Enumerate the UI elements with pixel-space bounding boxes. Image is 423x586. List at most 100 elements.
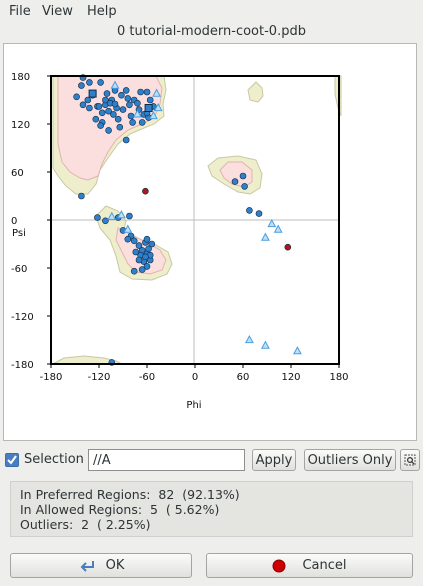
residue-point[interactable]: [97, 122, 104, 129]
residue-point[interactable]: [126, 101, 133, 109]
residue-point[interactable]: [130, 237, 138, 245]
selection-input[interactable]: [88, 449, 245, 471]
residue-point[interactable]: [102, 217, 109, 225]
residue-point[interactable]: [143, 263, 151, 270]
residue-point[interactable]: [126, 212, 133, 220]
glycine-point[interactable]: [260, 232, 270, 241]
residue-point[interactable]: [127, 112, 135, 120]
glycine-point[interactable]: [260, 340, 270, 349]
glycine-point[interactable]: [132, 109, 142, 118]
residue-point[interactable]: [105, 127, 112, 134]
glycine-point[interactable]: [123, 224, 133, 233]
residue-point[interactable]: [92, 115, 100, 123]
x-tick-label: 180: [329, 372, 348, 383]
glycine-point[interactable]: [110, 80, 120, 89]
residue-point[interactable]: [103, 90, 111, 97]
x-axis-label: Phi: [186, 400, 201, 411]
ok-button[interactable]: OK: [10, 553, 192, 578]
residue-point[interactable]: [119, 106, 127, 113]
cancel-label: Cancel: [302, 558, 347, 573]
residue-point[interactable]: [95, 103, 103, 110]
residue-point[interactable]: [114, 115, 122, 123]
residue-point[interactable]: [111, 100, 119, 108]
allowed-regions-stat: In Allowed Regions: 5 ( 5.62%): [20, 502, 220, 517]
glycine-point[interactable]: [273, 224, 283, 233]
residue-point[interactable]: [118, 91, 125, 99]
outlier-point[interactable]: [142, 187, 149, 195]
y-tick-label: 180: [11, 72, 30, 83]
selection-checkbox[interactable]: [5, 453, 19, 467]
return-arrow-icon: [80, 560, 94, 572]
apply-button[interactable]: Apply: [252, 449, 296, 471]
residue-point[interactable]: [143, 235, 151, 243]
residue-point[interactable]: [137, 88, 144, 96]
glycine-point[interactable]: [244, 334, 254, 344]
residue-point[interactable]: [148, 240, 156, 248]
residue-point[interactable]: [122, 87, 130, 94]
residue-point[interactable]: [122, 136, 130, 144]
ramachandran-plot[interactable]: -180 -120 -60 0 60 120 180180120600-60-120-180…: [4, 44, 416, 440]
selection-label: Selection: [24, 452, 84, 467]
zoom-button[interactable]: [400, 449, 420, 471]
residue-point[interactable]: [142, 253, 149, 261]
residue-point[interactable]: [130, 267, 138, 275]
residue-point[interactable]: [231, 178, 239, 185]
glycine-point[interactable]: [148, 110, 158, 120]
outlier-point[interactable]: [284, 243, 292, 251]
residue-point[interactable]: [116, 123, 124, 131]
residue-point[interactable]: [86, 79, 93, 86]
residue-point-square[interactable]: [144, 104, 153, 112]
menu-view[interactable]: View: [42, 4, 73, 19]
residue-point[interactable]: [79, 101, 87, 109]
residue-point[interactable]: [135, 256, 143, 264]
glycine-point[interactable]: [107, 211, 117, 220]
residue-point[interactable]: [146, 96, 154, 104]
residue-point[interactable]: [84, 96, 92, 104]
glycine-point[interactable]: [152, 88, 162, 97]
residue-point[interactable]: [239, 172, 247, 180]
y-tick-label: -120: [11, 312, 34, 323]
residue-point[interactable]: [97, 79, 104, 86]
residue-point[interactable]: [255, 210, 263, 217]
residue-point[interactable]: [98, 109, 106, 117]
axis-ticks: -180 -120 -60 0 60 120 180 180 120 60 0 -60 -120 -180: [11, 72, 349, 383]
cancel-button[interactable]: Cancel: [206, 553, 413, 578]
y-tick-label: -180: [11, 360, 34, 371]
glycine-point[interactable]: [292, 346, 302, 355]
ok-label: OK: [105, 558, 125, 573]
residue-point-square[interactable]: [88, 89, 97, 98]
y-tick-label: -60: [11, 264, 27, 275]
residue-point[interactable]: [135, 242, 143, 249]
residue-point[interactable]: [129, 119, 136, 126]
menu-help[interactable]: Help: [87, 4, 117, 19]
residue-point[interactable]: [246, 207, 253, 214]
residue-point[interactable]: [86, 104, 93, 112]
residue-point[interactable]: [105, 107, 112, 115]
stop-icon: [272, 559, 286, 572]
ramachandran-plot-area: -180 -120 -60 0 60 120 180 180 120 60 0 -60 -120 -180…: [3, 43, 417, 441]
glycine-point[interactable]: [267, 218, 277, 228]
y-axis-label: Psi: [12, 228, 26, 239]
residue-point[interactable]: [241, 183, 248, 190]
residue-point[interactable]: [102, 96, 109, 104]
glycine-point[interactable]: [153, 102, 163, 112]
residue-point[interactable]: [94, 214, 101, 221]
statistics-panel: In Preferred Regions: 82 (92.13%) In All…: [10, 481, 413, 537]
residue-point[interactable]: [124, 235, 132, 243]
residue-point[interactable]: [110, 111, 117, 118]
glycine-point[interactable]: [116, 210, 126, 219]
residue-point[interactable]: [138, 266, 146, 273]
outliers-only-button[interactable]: Outliers Only: [304, 449, 396, 471]
window-title: 0 tutorial-modern-coot-0.pdb: [117, 24, 306, 39]
residue-point[interactable]: [78, 82, 85, 89]
residue-point[interactable]: [134, 99, 141, 107]
residue-point[interactable]: [138, 119, 146, 126]
x-tick-label: -180: [40, 372, 63, 383]
residue-point[interactable]: [124, 95, 132, 102]
residue-point[interactable]: [145, 245, 152, 253]
residue-point[interactable]: [73, 93, 80, 101]
residue-point[interactable]: [143, 88, 151, 96]
menu-file[interactable]: File: [9, 4, 31, 19]
residue-point[interactable]: [78, 192, 85, 200]
residue-point[interactable]: [132, 248, 140, 256]
